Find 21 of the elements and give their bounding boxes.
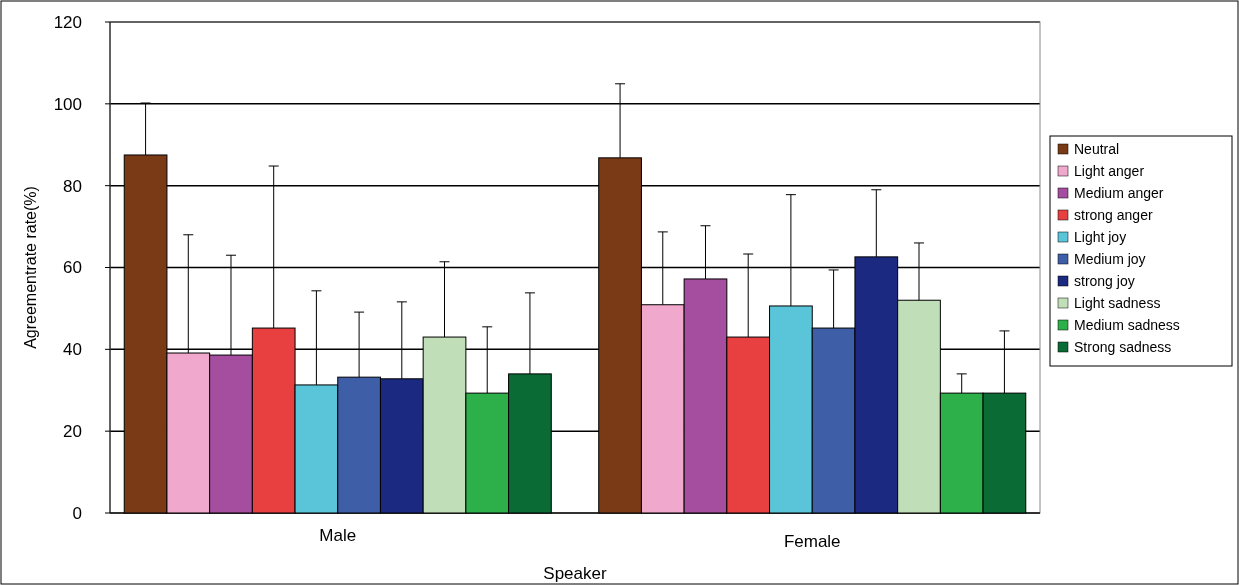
legend-label: Medium anger xyxy=(1074,184,1164,201)
y-tick-label: 20 xyxy=(63,422,82,442)
legend-label: Neutral xyxy=(1074,140,1120,157)
y-tick-label: 100 xyxy=(53,94,82,114)
x-tick-label: Male xyxy=(319,526,357,545)
y-tick-label: 80 xyxy=(63,176,82,196)
legend-label: Light joy xyxy=(1074,228,1127,245)
y-tick-label: 0 xyxy=(72,503,82,523)
y-tick-label: 40 xyxy=(63,340,82,360)
legend-label: Light anger xyxy=(1074,162,1145,179)
y-axis-title: Agreementrate rate(%) xyxy=(22,186,39,349)
legend-label: strong anger xyxy=(1074,206,1153,223)
legend-label: Strong sadness xyxy=(1074,338,1172,355)
x-axis-title: Speaker xyxy=(543,564,607,583)
legend-label: Medium joy xyxy=(1074,250,1146,267)
legend-label: Light sadness xyxy=(1074,294,1161,311)
y-tick-label: 60 xyxy=(63,258,82,278)
x-tick-label: Female xyxy=(783,532,841,551)
legend-label: Medium sadness xyxy=(1074,316,1180,333)
y-tick-label: 120 xyxy=(53,12,82,32)
legend-label: strong joy xyxy=(1074,272,1135,289)
